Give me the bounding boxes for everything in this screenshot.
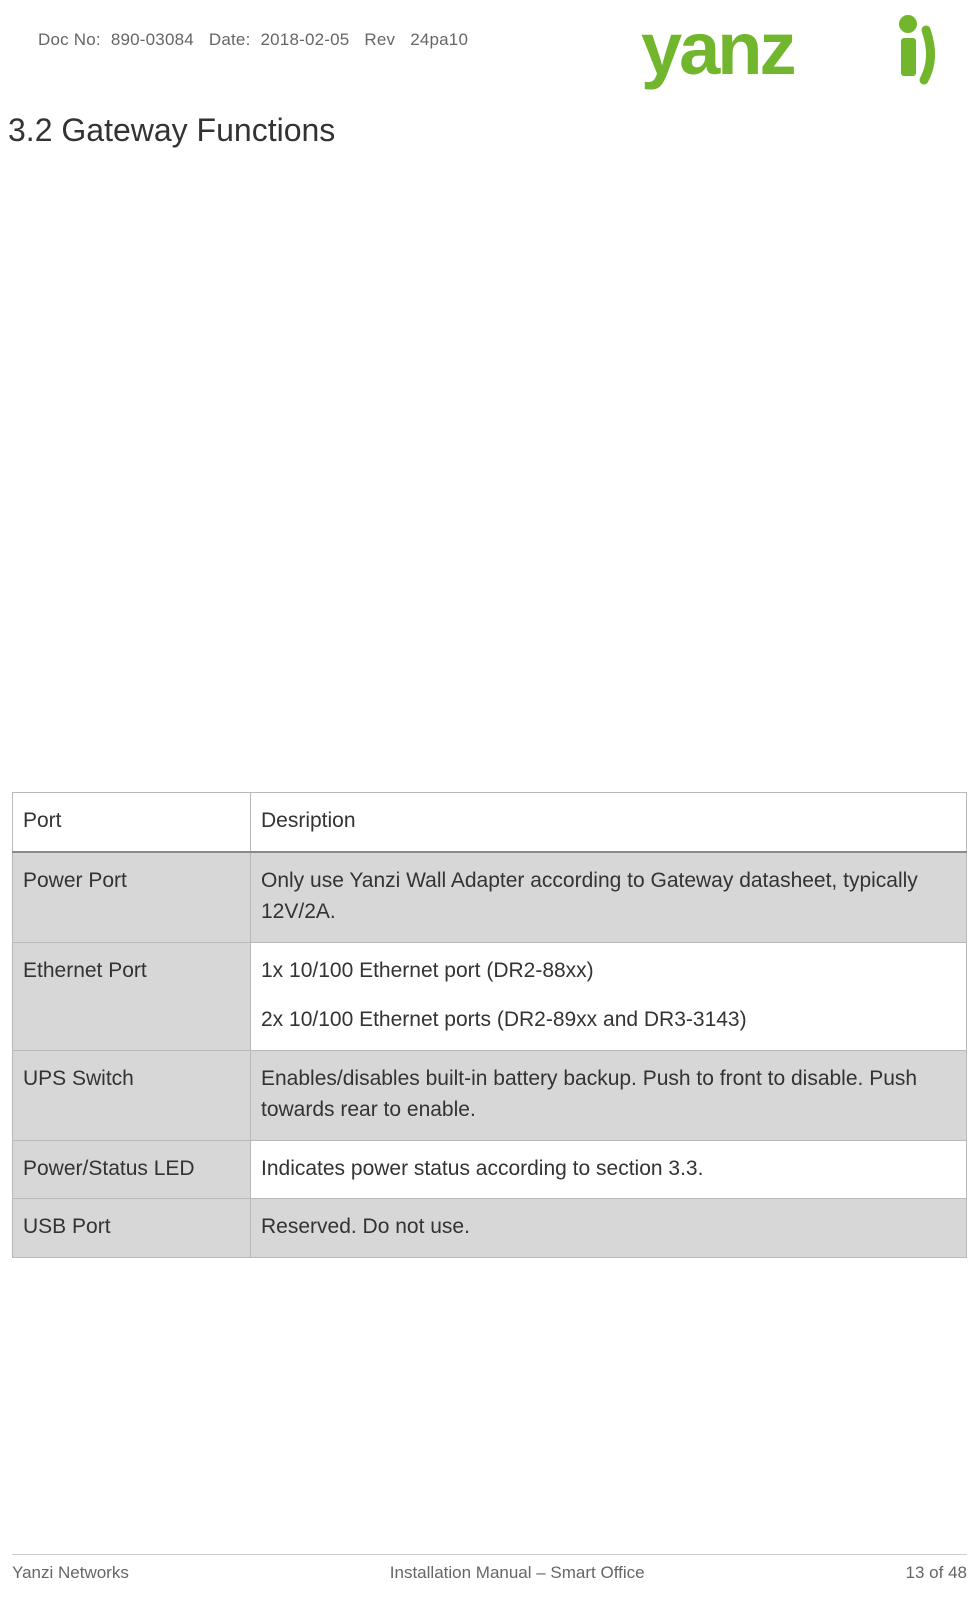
date-label: Date: [209,30,251,49]
brand-logo: yanz [641,12,941,92]
footer-company: Yanzi Networks [12,1563,129,1583]
page-footer: Yanzi Networks Installation Manual – Sma… [12,1554,967,1583]
port-description: Only use Yanzi Wall Adapter according to… [251,852,967,943]
port-name: Ethernet Port [13,942,251,1050]
date-value: 2018-02-05 [261,30,350,49]
footer-title: Installation Manual – Smart Office [390,1563,645,1583]
description-line: 1x 10/100 Ethernet port (DR2-88xx) [261,955,956,987]
table-row: Power Port Only use Yanzi Wall Adapter a… [13,852,967,943]
port-description: Reserved. Do not use. [251,1199,967,1258]
doc-no-label: Doc No: [38,30,101,49]
col-header-description: Desription [251,793,967,852]
port-description: 1x 10/100 Ethernet port (DR2-88xx) 2x 10… [251,942,967,1050]
table-row: UPS Switch Enables/disables built-in bat… [13,1050,967,1140]
port-name: Power Port [13,852,251,943]
port-name: USB Port [13,1199,251,1258]
table-header-row: Port Desription [13,793,967,852]
svg-text:yanz: yanz [641,12,795,90]
doc-no-value: 890-03084 [111,30,194,49]
description-line: 2x 10/100 Ethernet ports (DR2-89xx and D… [261,1004,956,1036]
rev-label: Rev [364,30,395,49]
table-row: Ethernet Port 1x 10/100 Ethernet port (D… [13,942,967,1050]
section-heading: 3.2 Gateway Functions [8,112,941,149]
footer-page-number: 13 of 48 [906,1563,967,1583]
ports-table-container: Port Desription Power Port Only use Yanz… [12,792,967,1258]
port-name: Power/Status LED [13,1140,251,1199]
table-row: USB Port Reserved. Do not use. [13,1199,967,1258]
port-description: Enables/disables built-in battery backup… [251,1050,967,1140]
port-description: Indicates power status according to sect… [251,1140,967,1199]
table-row: Power/Status LED Indicates power status … [13,1140,967,1199]
page-root: Doc No: 890-03084 Date: 2018-02-05 Rev 24p… [0,0,979,1611]
ports-table: Port Desription Power Port Only use Yanz… [12,792,967,1258]
col-header-port: Port [13,793,251,852]
rev-value: 24pa10 [410,30,468,49]
port-name: UPS Switch [13,1050,251,1140]
